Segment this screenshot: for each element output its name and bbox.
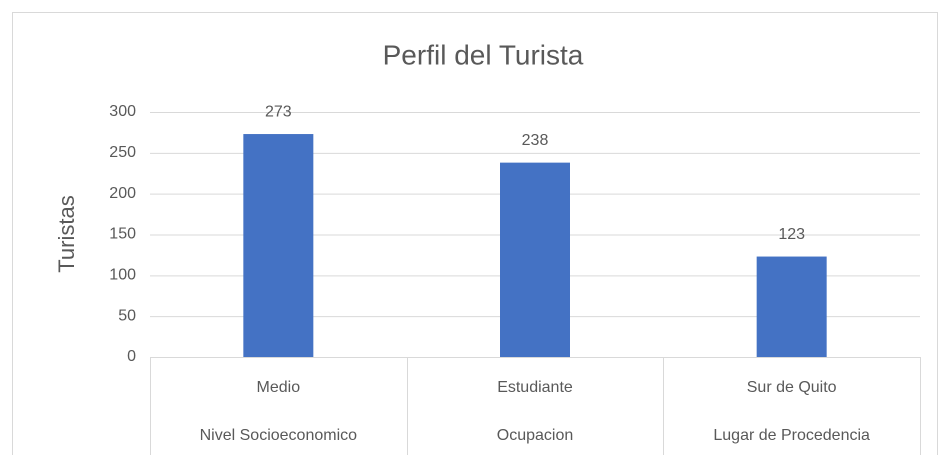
- x-group-label: Ocupacion: [497, 427, 574, 444]
- bar: [756, 256, 827, 357]
- bar: [243, 134, 314, 357]
- x-tick-label: Sur de Quito: [747, 379, 837, 396]
- data-label: 273: [265, 103, 292, 120]
- y-tick-label: 0: [127, 348, 136, 365]
- y-tick-label: 150: [109, 226, 136, 243]
- y-tick-label: 100: [109, 267, 136, 284]
- y-tick-label: 250: [109, 144, 136, 161]
- x-tick-label: Medio: [257, 379, 301, 396]
- data-label: 238: [522, 132, 549, 149]
- x-group-label: Lugar de Procedencia: [713, 427, 870, 444]
- bar: [500, 162, 570, 357]
- chart-title: Perfil del Turista: [383, 39, 584, 70]
- y-tick-label: 300: [109, 103, 136, 120]
- data-label: 123: [778, 226, 805, 243]
- y-tick-label: 50: [118, 307, 136, 324]
- x-tick-label: Estudiante: [497, 379, 573, 396]
- y-tick-label: 200: [109, 185, 136, 202]
- chart-border: [12, 12, 938, 455]
- y-axis-label: Turistas: [54, 195, 79, 272]
- x-group-label: Nivel Socioeconomico: [200, 427, 358, 444]
